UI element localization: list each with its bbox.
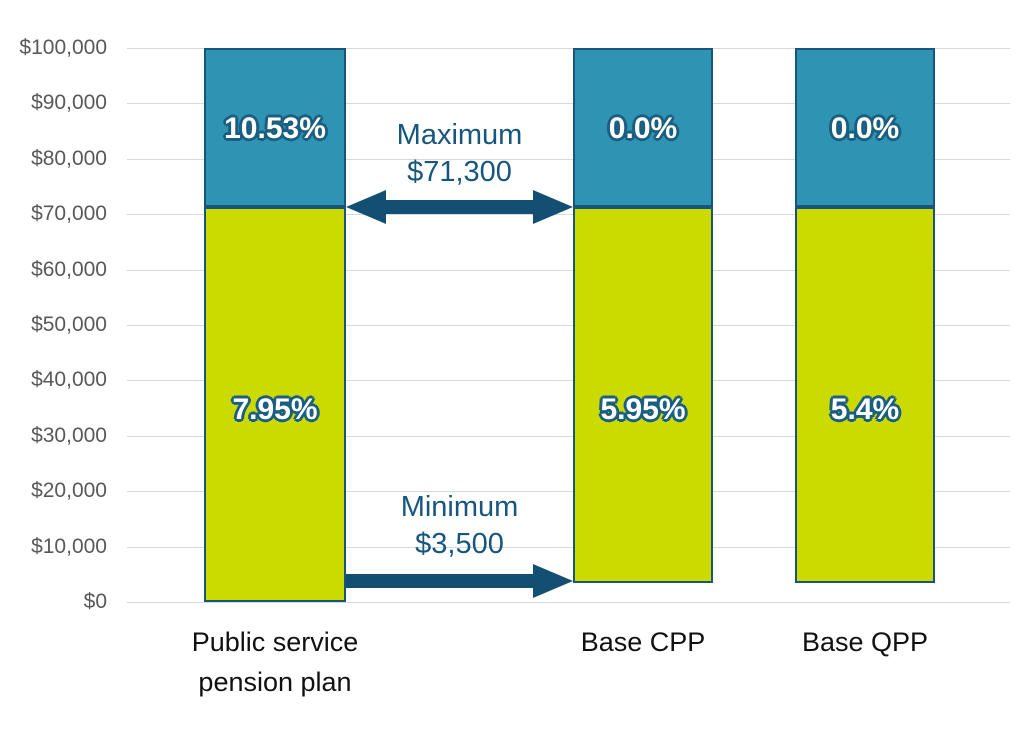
y-tick-label: $60,000 — [31, 257, 107, 281]
y-tick-label: $70,000 — [31, 202, 107, 226]
bar-2-lower-segment: 5.4% — [795, 206, 935, 583]
maximum-annotation-line: $71,300 — [407, 156, 512, 188]
bar-2-upper-segment: 0.0% — [795, 48, 935, 207]
gridline — [127, 380, 1010, 382]
gridline — [127, 435, 1010, 437]
gridline — [127, 48, 1010, 49]
minimum-annotation: Minimum $3,500 — [346, 489, 573, 563]
y-tick-label: $90,000 — [31, 91, 107, 115]
gridline — [127, 214, 1010, 216]
bar-value-label: 0.0% — [608, 112, 678, 145]
bar-value-label: 7.95% — [232, 392, 318, 426]
minimum-annotation-line: $3,500 — [415, 528, 504, 560]
gridline — [127, 158, 1010, 160]
bar-value-label: 5.4% — [830, 392, 900, 426]
gridline — [127, 491, 1010, 493]
gridline — [127, 602, 1010, 603]
y-tick-label: $40,000 — [31, 368, 107, 392]
bar-value-label: 5.95% — [600, 392, 686, 426]
bar-0-lower-segment: 7.95% — [204, 206, 346, 602]
bar-value-label: 10.53% — [224, 112, 326, 145]
bar-1-upper-segment: 0.0% — [573, 48, 713, 207]
y-tick-label: $50,000 — [31, 313, 107, 336]
gridline — [127, 103, 1010, 105]
maximum-annotation-line: Maximum — [396, 119, 523, 151]
x-axis-label: Base CPP — [580, 627, 706, 657]
bar-1-lower-segment: 5.95% — [573, 206, 713, 583]
minimum-arrow — [346, 564, 573, 598]
y-tick-label: $80,000 — [31, 146, 107, 170]
minimum-annotation-line: Minimum — [400, 491, 519, 523]
y-tick-label: $100,000 — [19, 36, 107, 59]
y-tick-label: $20,000 — [31, 479, 107, 503]
maximum-arrow — [346, 190, 573, 224]
y-tick-label: $0 — [83, 590, 107, 613]
gridline — [127, 546, 1010, 548]
maximum-annotation: Maximum $71,300 — [346, 117, 573, 191]
x-axis-label: Base QPP — [801, 627, 929, 657]
bar-0-upper-segment: 10.53% — [204, 48, 346, 207]
bar-value-label: 0.0% — [830, 112, 900, 145]
y-tick-label: $30,000 — [31, 423, 107, 447]
gridline — [127, 325, 1010, 326]
y-tick-label: $10,000 — [31, 534, 107, 558]
gridline — [127, 269, 1010, 271]
x-axis-label: Public service pension plan — [191, 627, 359, 697]
